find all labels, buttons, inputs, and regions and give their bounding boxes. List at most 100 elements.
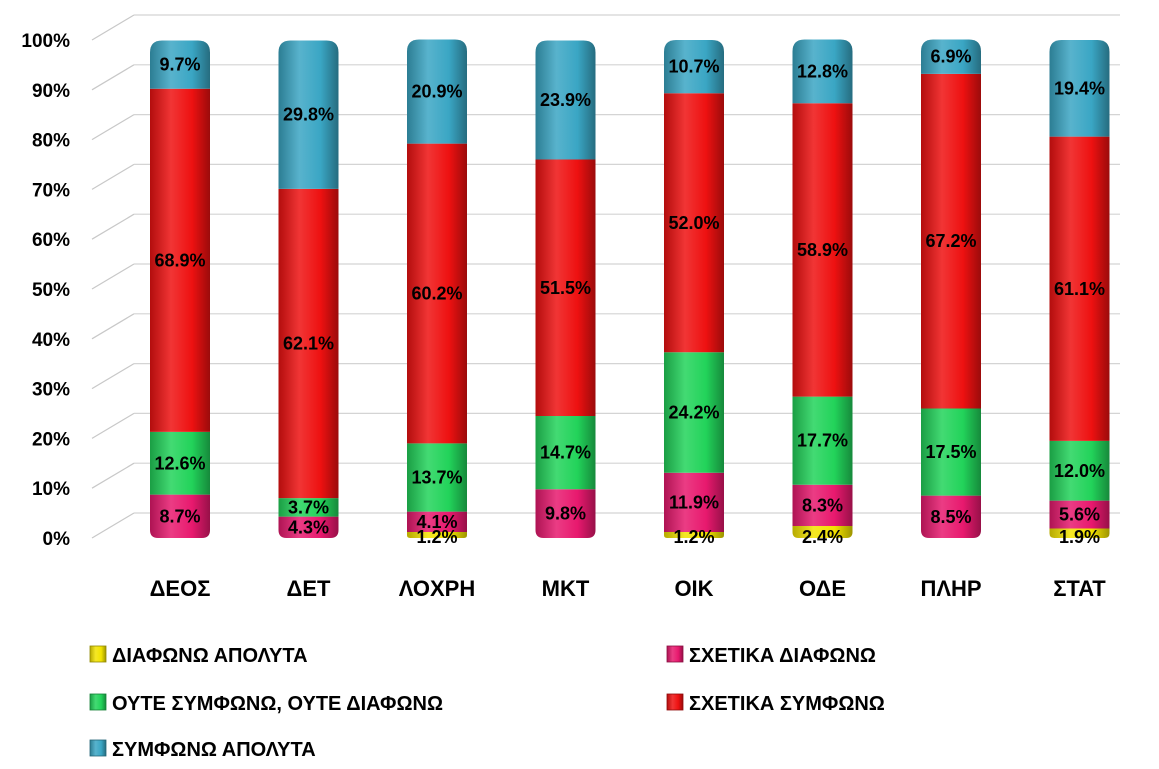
data-label: 19.4% [1054,78,1105,98]
x-category-label: ΔΕΤ [287,576,331,601]
data-label: 2.4% [802,527,843,547]
x-category-label: ΛΟΧΡΗ [399,576,475,601]
data-label: 51.5% [540,278,591,298]
legend-item: ΔΙΑΦΩΝΩ ΑΠΟΛΥΤΑ [89,645,308,667]
data-label: 9.8% [545,504,586,524]
legend-label: ΟΥΤΕ ΣΥΜΦΩΝΩ, ΟΥΤΕ ΔΙΑΦΩΝΩ [112,693,443,715]
bar-segment: ΣΧΕΤΙΚΑ ΣΥΜΦΩΝΩ — ΟΙΚ [664,93,724,353]
x-category-label: ΔΕΟΣ [150,576,211,601]
data-label: 61.1% [1054,279,1105,299]
legend: ΔΙΑΦΩΝΩ ΑΠΟΛΥΤΑ ΣΧΕΤΙΚΑ ΔΙΑΦΩΝΩ ΟΥΤΕ ΣΥΜΦΩ… [89,645,885,761]
data-label: 3.7% [288,497,329,517]
bar-segment: ΟΥΤΕ ΣΥΜΦΩΝΩ, ΟΥΤΕ ΔΙΑΦΩΝΩ — ΟΔΕ [792,396,853,485]
legend-label: ΣΧΕΤΙΚΑ ΣΥΜΦΩΝΩ [689,693,885,715]
y-tick-label: 40% [32,330,70,351]
bar-segment: ΔΙΑΦΩΝΩ ΑΠΟΛΥΤΑ — ΟΙΚ [664,532,724,538]
bar-stack: ΣΧΕΤΙΚΑ ΔΙΑΦΩΝΩ — ΠΛΗΡΟΥΤΕ ΣΥΜΦΩΝΩ, ΟΥΤΕ… [921,39,981,538]
legend-item: ΣΧΕΤΙΚΑ ΔΙΑΦΩΝΩ [666,645,876,667]
bar-segment: ΣΧΕΤΙΚΑ ΣΥΜΦΩΝΩ — ΟΔΕ [792,103,853,397]
data-label: 60.2% [411,283,462,303]
bar-segment: ΣΥΜΦΩΝΩ ΑΠΟΛΥΤΑ — ΠΛΗΡ [921,39,981,74]
x-category-label: ΣΤΑΤ [1053,576,1106,601]
bar-segment: ΣΧΕΤΙΚΑ ΣΥΜΦΩΝΩ — ΜΚΤ [535,159,596,416]
bar-stack: ΣΧΕΤΙΚΑ ΔΙΑΦΩΝΩ — ΔΕΟΣΟΥΤΕ ΣΥΜΦΩΝΩ, ΟΥΤΕ… [150,40,210,538]
data-label: 17.7% [797,431,848,451]
data-label: 9.7% [159,55,200,75]
data-label: 1.9% [1059,527,1100,547]
bar-segment: ΣΥΜΦΩΝΩ ΑΠΟΛΥΤΑ — ΔΕΤ [278,40,339,189]
legend-item: ΣΥΜΦΩΝΩ ΑΠΟΛΥΤΑ [89,739,316,761]
data-label: 23.9% [540,90,591,110]
data-label: 58.9% [797,240,848,260]
x-category-label: ΠΛΗΡ [920,576,981,601]
data-label: 13.7% [411,467,462,487]
legend-swatch [666,693,684,711]
data-label: 29.8% [283,105,334,125]
x-axis-categories: ΔΕΟΣ ΔΕΤ ΛΟΧΡΗ ΜΚΤ ΟΙΚ ΟΔΕ ΠΛΗΡ ΣΤΑΤ [150,576,1107,601]
data-label: 11.9% [669,492,719,512]
x-category-label: ΟΙΚ [674,576,713,601]
data-label: 12.8% [797,61,848,81]
data-label: 4.1% [416,512,457,532]
y-tick-label: 100% [21,31,70,52]
bar-segment: ΟΥΤΕ ΣΥΜΦΩΝΩ, ΟΥΤΕ ΔΙΑΦΩΝΩ — ΠΛΗΡ [921,408,981,496]
data-label: 8.5% [930,507,971,527]
bar-segment: ΣΧΕΤΙΚΑ ΣΥΜΦΩΝΩ — ΔΕΟΣ [150,88,210,432]
data-label: 52.0% [668,213,719,233]
bar-segment: ΣΧΕΤΙΚΑ ΔΙΑΦΩΝΩ — ΟΙΚ [664,472,724,533]
data-label: 1.2% [416,527,457,547]
x-category-label: ΟΔΕ [799,576,846,601]
y-axis-ticks: 0% 10% 20% 30% 40% 50% 60% 70% 80% 90% 100% [21,31,70,550]
bar-segment: ΣΥΜΦΩΝΩ ΑΠΟΛΥΤΑ — ΣΤΑΤ [1049,40,1110,137]
y-tick-label: 10% [32,479,70,500]
x-category-label: ΜΚΤ [542,576,590,601]
bars: ΣΧΕΤΙΚΑ ΔΙΑΦΩΝΩ — ΔΕΟΣ ΟΥΤΕ ΣΥΜΦΩΝΩ, ΟΥΤΕ… [150,39,1110,538]
bar-segment: ΟΥΤΕ ΣΥΜΦΩΝΩ, ΟΥΤΕ ΔΙΑΦΩΝΩ — ΜΚΤ [535,415,596,490]
bar-segment: ΟΥΤΕ ΣΥΜΦΩΝΩ, ΟΥΤΕ ΔΙΑΦΩΝΩ — ΔΕΤ [278,498,339,517]
y-tick-label: 20% [32,429,70,450]
bar-segment: ΔΙΑΦΩΝΩ ΑΠΟΛΥΤΑ — ΣΤΑΤ [1049,528,1110,538]
bar-segment: ΣΧΕΤΙΚΑ ΣΥΜΦΩΝΩ — ΣΤΑΤ [1049,136,1110,441]
bar-stack: ΔΙΑΦΩΝΩ ΑΠΟΛΥΤΑ — ΟΔΕΣΧΕΤΙΚΑ ΔΙΑΦΩΝΩ — Ο… [792,39,853,538]
data-label: 17.5% [925,442,976,462]
data-label: 5.6% [1059,505,1100,525]
bar-stack: ΣΧΕΤΙΚΑ ΔΙΑΦΩΝΩ — ΜΚΤΟΥΤΕ ΣΥΜΦΩΝΩ, ΟΥΤΕ … [535,40,596,538]
y-tick-label: 80% [32,131,70,152]
legend-swatch [666,645,684,663]
y-tick-label: 0% [43,529,71,550]
bar-stack: ΔΙΑΦΩΝΩ ΑΠΟΛΥΤΑ — ΣΤΑΤΣΧΕΤΙΚΑ ΔΙΑΦΩΝΩ — … [1049,40,1110,538]
legend-label: ΣΧΕΤΙΚΑ ΔΙΑΦΩΝΩ [689,645,876,667]
bar-segment: ΣΧΕΤΙΚΑ ΔΙΑΦΩΝΩ — ΜΚΤ [535,489,596,538]
bar-segment: ΔΙΑΦΩΝΩ ΑΠΟΛΥΤΑ — ΛΟΧΡΗ [407,532,467,538]
data-label: 14.7% [540,443,591,463]
y-tick-label: 90% [32,81,70,102]
data-label: 6.9% [930,47,971,67]
data-label: 12.0% [1054,461,1105,481]
data-label: 4.3% [288,517,329,537]
bar-segment: ΣΧΕΤΙΚΑ ΔΙΑΦΩΝΩ — ΔΕΤ [278,516,339,538]
legend-item: ΣΧΕΤΙΚΑ ΣΥΜΦΩΝΩ [666,693,885,715]
data-label: 68.9% [154,250,205,270]
bar-segment: ΣΧΕΤΙΚΑ ΔΙΑΦΩΝΩ — ΔΕΟΣ [150,494,210,538]
bar-segment: ΟΥΤΕ ΣΥΜΦΩΝΩ, ΟΥΤΕ ΔΙΑΦΩΝΩ — ΣΤΑΤ [1049,440,1110,501]
data-label: 1.2% [673,527,714,547]
bar-segment: ΣΥΜΦΩΝΩ ΑΠΟΛΥΤΑ — ΔΕΟΣ [150,40,210,89]
bar-segment: ΣΧΕΤΙΚΑ ΣΥΜΦΩΝΩ — ΛΟΧΡΗ [407,143,467,444]
legend-label: ΔΙΑΦΩΝΩ ΑΠΟΛΥΤΑ [112,645,308,667]
y-tick-label: 60% [32,230,70,251]
data-label: 20.9% [411,82,462,102]
bar-stack: ΣΧΕΤΙΚΑ ΔΙΑΦΩΝΩ — ΔΕΤΟΥΤΕ ΣΥΜΦΩΝΩ, ΟΥΤΕ … [278,40,339,538]
data-label: 8.3% [802,495,843,515]
legend-swatch [89,739,107,757]
bar-segment: ΟΥΤΕ ΣΥΜΦΩΝΩ, ΟΥΤΕ ΔΙΑΦΩΝΩ — ΛΟΧΡΗ [407,443,467,512]
bar-segment: ΟΥΤΕ ΣΥΜΦΩΝΩ, ΟΥΤΕ ΔΙΑΦΩΝΩ — ΟΙΚ [664,352,724,473]
bar-segment: ΣΧΕΤΙΚΑ ΔΙΑΦΩΝΩ — ΠΛΗΡ [921,495,981,538]
legend-label: ΣΥΜΦΩΝΩ ΑΠΟΛΥΤΑ [112,739,316,761]
legend-swatch [89,645,107,663]
bar-segment: ΣΥΜΦΩΝΩ ΑΠΟΛΥΤΑ — ΟΙΚ [664,40,724,94]
data-label: 10.7% [668,57,719,77]
bar-segment: ΔΙΑΦΩΝΩ ΑΠΟΛΥΤΑ — ΟΔΕ [792,526,853,538]
legend-item: ΟΥΤΕ ΣΥΜΦΩΝΩ, ΟΥΤΕ ΔΙΑΦΩΝΩ [89,693,443,715]
